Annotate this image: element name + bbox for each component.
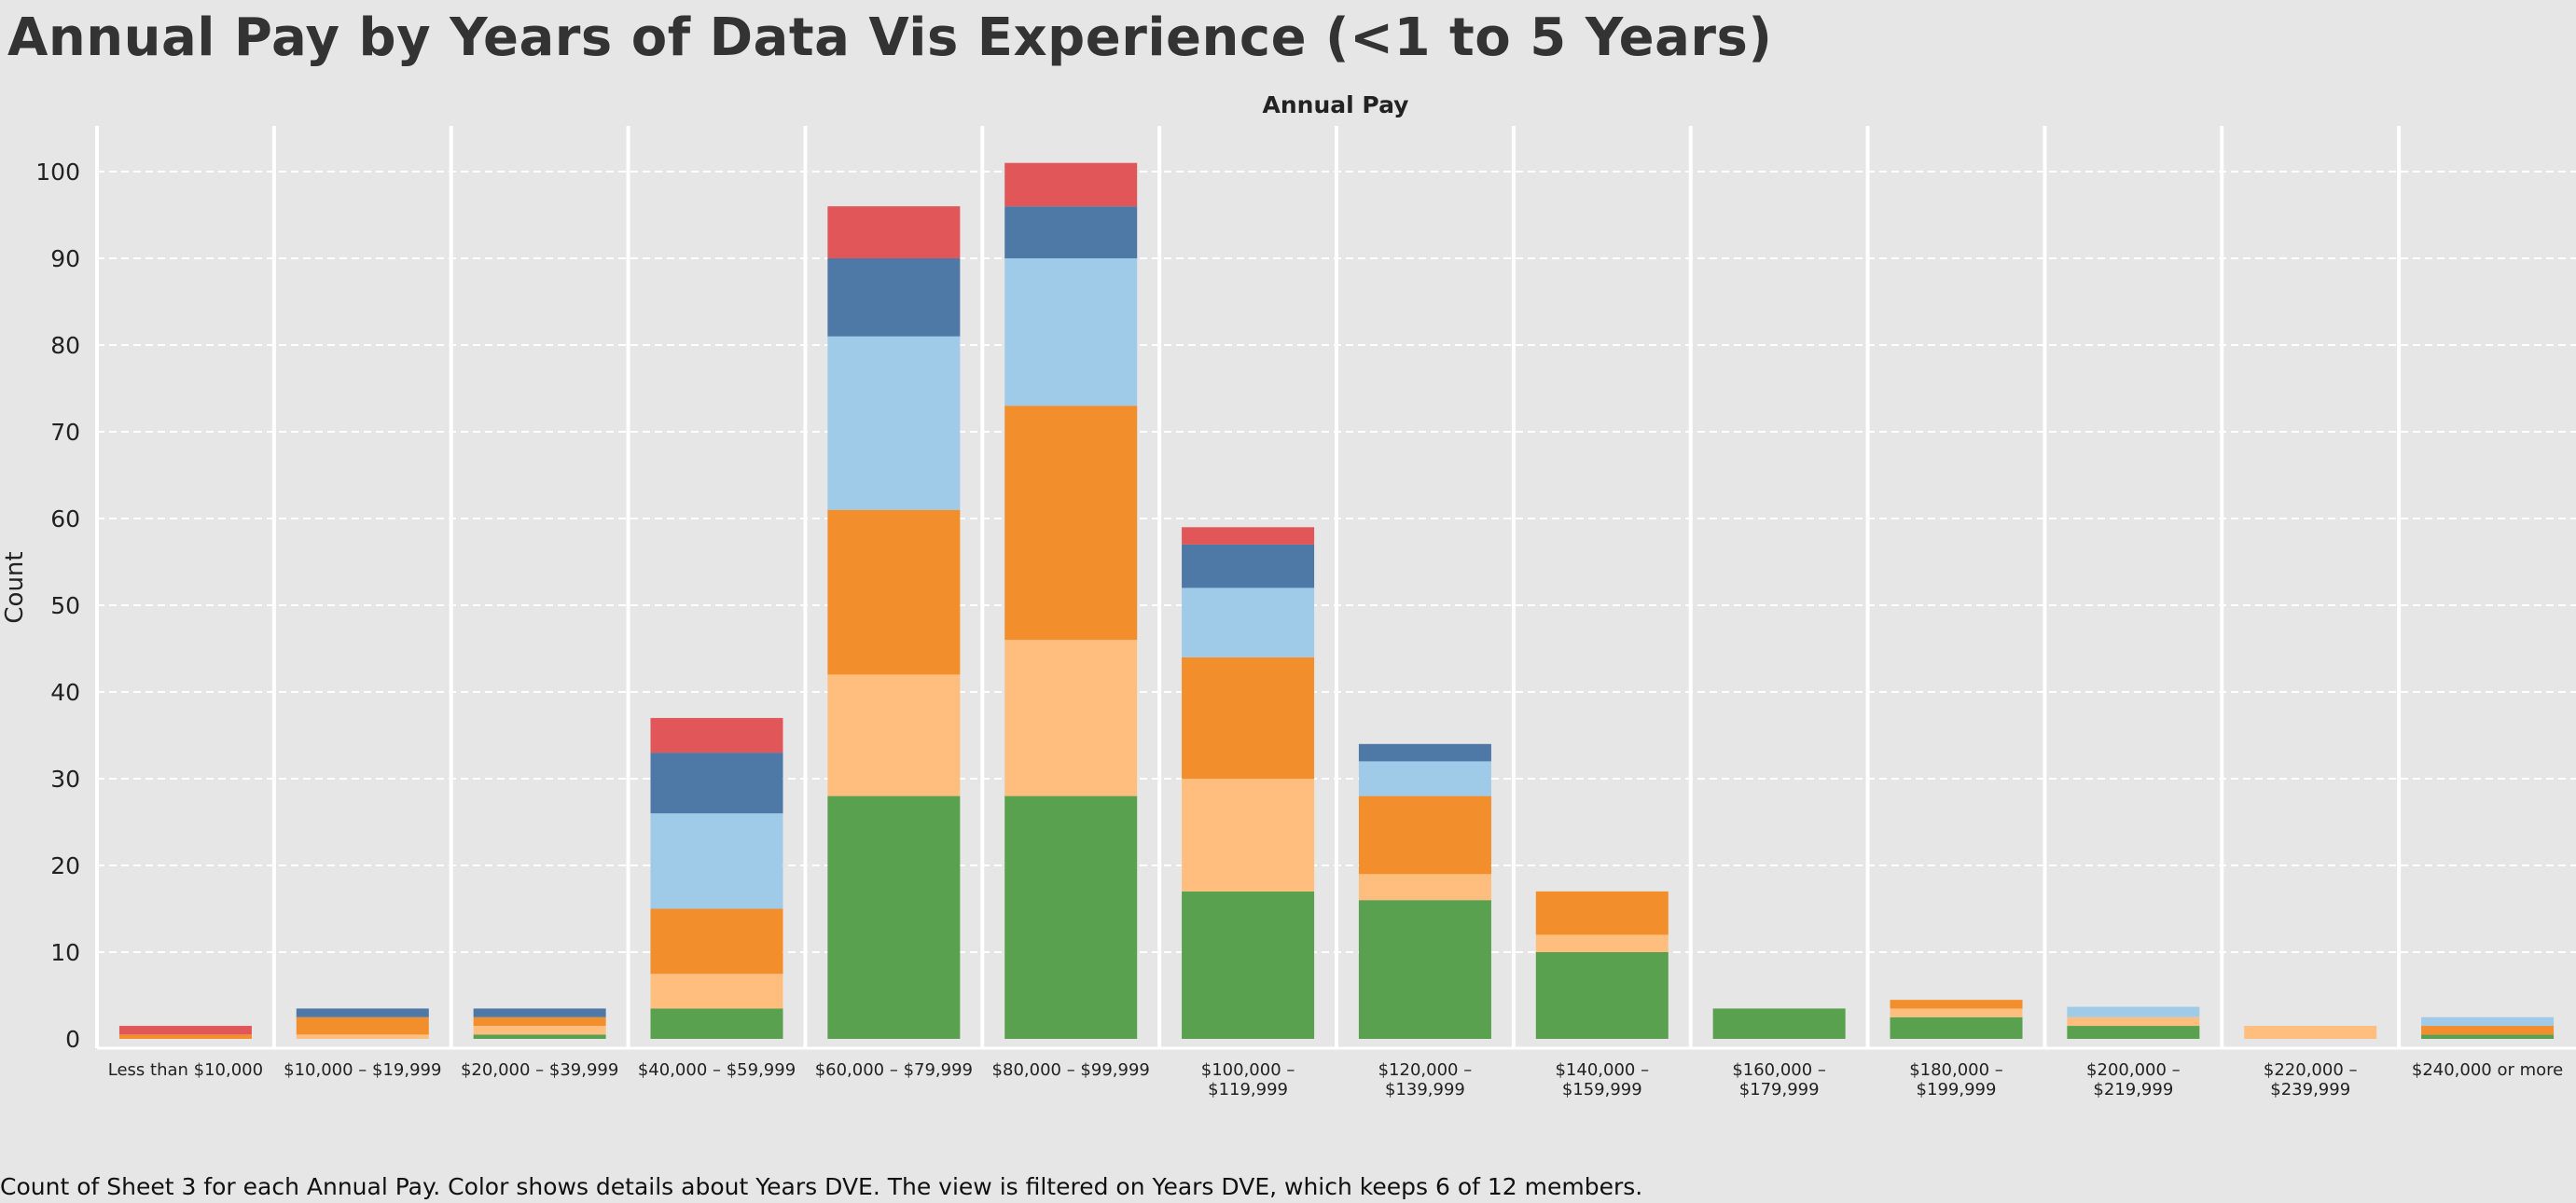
y-tick-label: 0 — [65, 1026, 80, 1053]
bar-segment-4-6 — [650, 717, 783, 754]
bar-segment-6-2 — [1004, 640, 1138, 796]
x-category-label: $219,999 — [2093, 1080, 2173, 1099]
bar-segment-2-3 — [296, 1016, 429, 1035]
bar-segment-3-5 — [473, 1008, 606, 1017]
x-category-label: $80,000 – $99,999 — [992, 1060, 1150, 1080]
bar-segment-14-1 — [2421, 1034, 2555, 1039]
bar-segment-12-1 — [2067, 1026, 2200, 1039]
bar-segment-12-2 — [2067, 1016, 2200, 1027]
bar-segment-3-1 — [473, 1034, 606, 1039]
bar-segment-5-3 — [827, 509, 961, 675]
x-category-label: $239,999 — [2270, 1080, 2350, 1099]
x-category-label: $20,000 – $39,999 — [461, 1060, 618, 1080]
bar-segment-8-2 — [1358, 874, 1491, 901]
x-category-label: $179,999 — [1739, 1080, 1820, 1099]
x-category-label: $100,000 – — [1201, 1060, 1295, 1080]
y-tick-label: 100 — [35, 159, 80, 186]
y-tick-label: 40 — [50, 679, 80, 706]
x-category-label: $119,999 — [1208, 1080, 1288, 1099]
bar-segment-2-5 — [296, 1008, 429, 1017]
x-category-label: $120,000 – — [1378, 1060, 1473, 1080]
y-axis-title: Count — [1, 551, 29, 623]
x-category-label: $60,000 – $79,999 — [815, 1060, 973, 1080]
x-category-label: $200,000 – — [2086, 1060, 2181, 1080]
y-tick-label: 90 — [50, 245, 80, 272]
y-tick-label: 10 — [50, 939, 80, 966]
x-category-label: $180,000 – — [1909, 1060, 2003, 1080]
bar-segment-4-2 — [650, 974, 783, 1009]
x-category-label: $199,999 — [1917, 1080, 1997, 1099]
bar-segment-2-2 — [296, 1034, 429, 1039]
bar-segment-13-2 — [2244, 1026, 2377, 1039]
bar-segment-4-4 — [650, 813, 783, 909]
bar-segment-7-3 — [1182, 657, 1315, 779]
chart-caption: Count of Sheet 3 for each Annual Pay. Co… — [0, 1173, 1643, 1200]
bar-segment-7-6 — [1182, 527, 1315, 545]
grid-layer — [95, 126, 2576, 1050]
y-tick-label: 60 — [50, 505, 80, 532]
x-category-label: Less than $10,000 — [108, 1060, 263, 1080]
bars-layer — [118, 162, 2555, 1039]
bar-segment-4-5 — [650, 753, 783, 814]
bar-segment-9-3 — [1535, 891, 1669, 935]
y-tick-label: 20 — [50, 852, 80, 879]
bar-segment-6-3 — [1004, 406, 1138, 641]
bar-segment-5-2 — [827, 674, 961, 796]
bar-segment-12-4 — [2067, 1006, 2200, 1017]
bar-segment-7-4 — [1182, 588, 1315, 657]
y-tick-label: 50 — [50, 592, 80, 619]
bar-segment-6-1 — [1004, 795, 1138, 1039]
x-category-label: $240,000 or more — [2412, 1060, 2563, 1080]
bar-segment-8-5 — [1358, 743, 1491, 762]
x-category-label: $160,000 – — [1732, 1060, 1826, 1080]
bar-segment-7-1 — [1182, 891, 1315, 1039]
bar-segment-9-1 — [1535, 952, 1669, 1039]
x-category-label: $139,999 — [1385, 1080, 1465, 1099]
bar-segment-5-1 — [827, 795, 961, 1039]
bar-segment-6-6 — [1004, 162, 1138, 207]
stacked-bar-chart: Count Annual Pay 0 10 20 30 40 50 60 70 80 90 100 L… — [1, 91, 2576, 1099]
bar-segment-11-1 — [1890, 1016, 2023, 1039]
bar-segment-11-2 — [1890, 1008, 2023, 1017]
bar-segment-8-4 — [1358, 761, 1491, 796]
x-category-label: $159,999 — [1562, 1080, 1642, 1099]
bar-segment-6-5 — [1004, 206, 1138, 258]
bar-segment-6-4 — [1004, 258, 1138, 407]
x-category-label: $220,000 – — [2264, 1060, 2358, 1080]
bar-segment-1-6 — [118, 1026, 252, 1035]
x-category-label: $140,000 – — [1555, 1060, 1649, 1080]
bar-segment-5-5 — [827, 258, 961, 337]
bar-segment-11-3 — [1890, 1000, 2023, 1009]
bar-segment-5-6 — [827, 206, 961, 258]
chart-title: Annual Pay by Years of Data Vis Experien… — [7, 7, 1773, 68]
bar-segment-10-1 — [1712, 1008, 1846, 1039]
bar-segment-4-3 — [650, 908, 783, 975]
bar-segment-8-1 — [1358, 900, 1491, 1039]
y-tick-label: 70 — [50, 419, 80, 446]
bar-segment-3-2 — [473, 1026, 606, 1035]
x-category-label: $40,000 – $59,999 — [638, 1060, 796, 1080]
bar-segment-14-3 — [2421, 1026, 2555, 1035]
y-tick-label: 30 — [50, 766, 80, 793]
bar-segment-5-4 — [827, 336, 961, 510]
bar-segment-9-2 — [1535, 934, 1669, 952]
bar-segment-8-3 — [1358, 795, 1491, 875]
column-header: Annual Pay — [1263, 91, 1409, 118]
bar-segment-1-3 — [118, 1034, 252, 1039]
bar-segment-7-5 — [1182, 544, 1315, 588]
bar-segment-3-3 — [473, 1016, 606, 1027]
bar-segment-4-1 — [650, 1008, 783, 1039]
y-tick-label: 80 — [50, 332, 80, 359]
axis-layer: Count Annual Pay 0 10 20 30 40 50 60 70 80 90 100 L… — [1, 91, 2563, 1099]
bar-segment-7-2 — [1182, 779, 1315, 892]
x-category-label: $10,000 – $19,999 — [284, 1060, 441, 1080]
bar-segment-14-4 — [2421, 1016, 2555, 1027]
